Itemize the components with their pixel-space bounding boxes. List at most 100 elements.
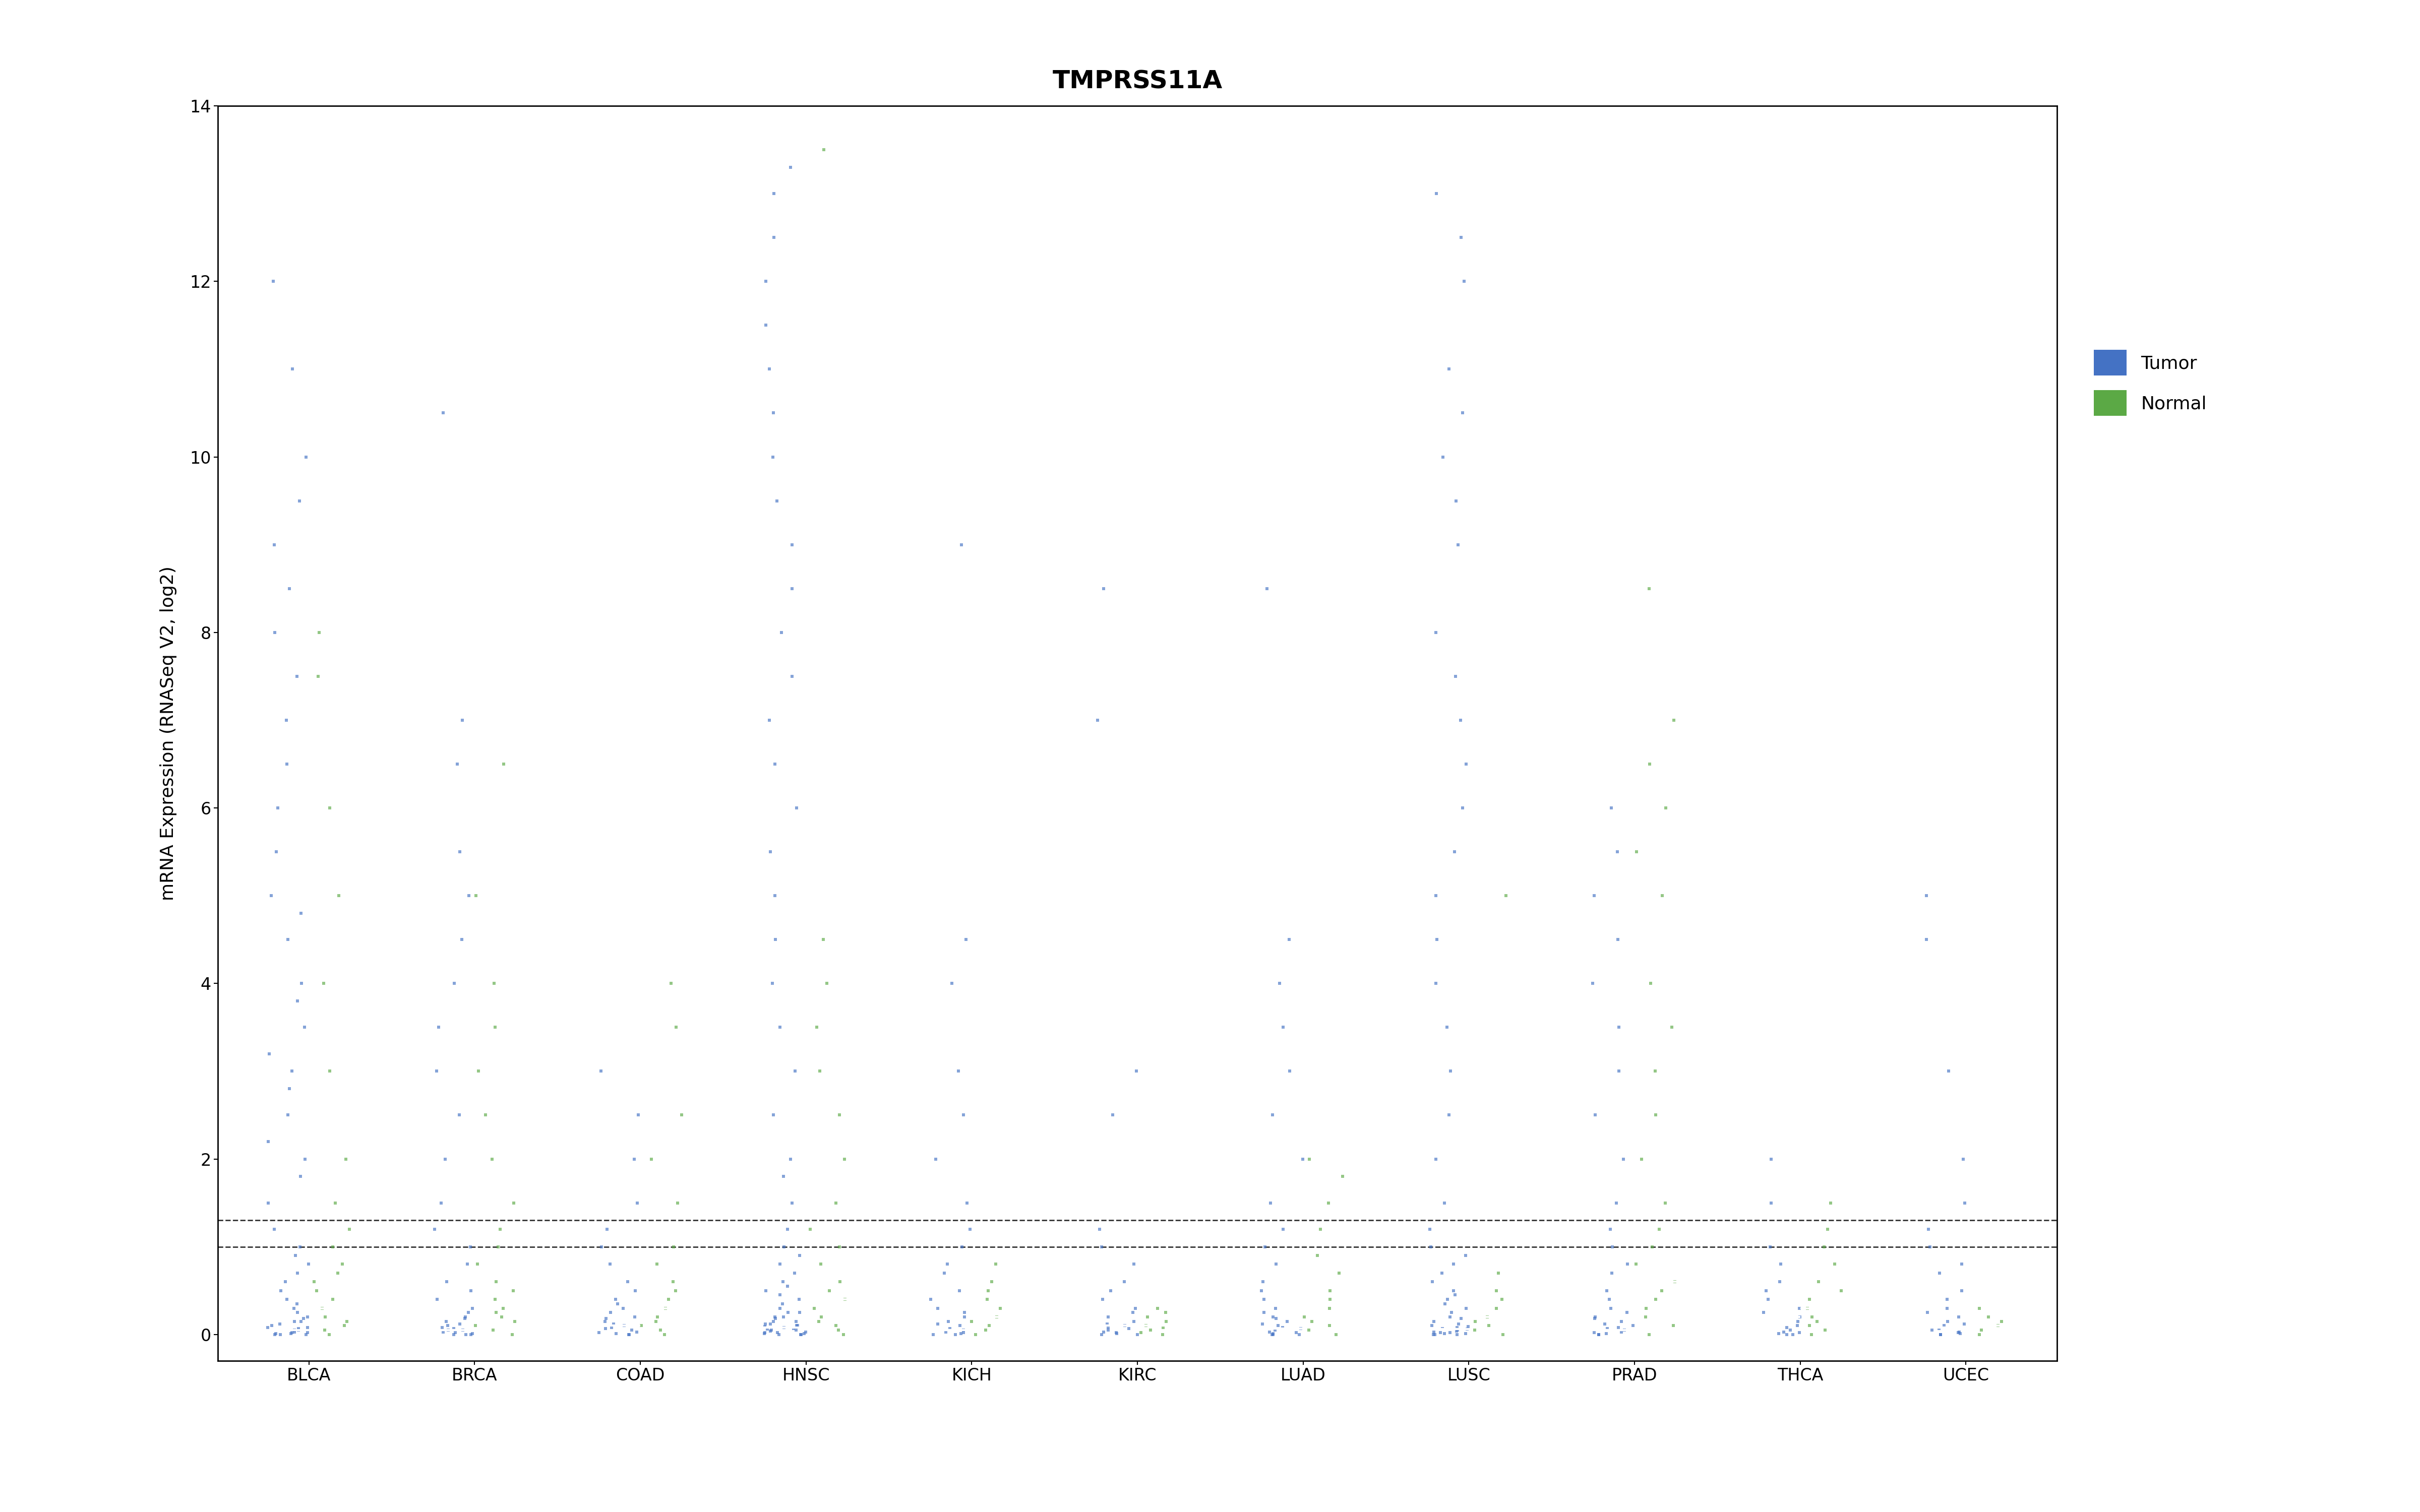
Point [1791, 1314, 1830, 1338]
Point [428, 1270, 467, 1294]
Point [593, 1315, 632, 1340]
Point [956, 1323, 995, 1347]
Point [755, 1309, 794, 1334]
Point [455, 1314, 494, 1338]
Point [590, 1300, 629, 1325]
Point [278, 1261, 317, 1285]
Point [1145, 1315, 1183, 1340]
Point [1946, 1312, 1984, 1337]
Point [453, 1296, 491, 1320]
Point [586, 1309, 624, 1334]
Point [803, 138, 842, 162]
Point [259, 795, 298, 820]
Point [770, 1217, 808, 1241]
Point [615, 1148, 653, 1172]
Point [266, 1270, 305, 1294]
Point [1960, 1323, 1999, 1347]
Point [1447, 1296, 1486, 1320]
Point [479, 1235, 518, 1259]
Point [424, 1320, 462, 1344]
Point [1437, 488, 1476, 513]
Point [1479, 1261, 1517, 1285]
Point [588, 1217, 627, 1241]
Point [912, 1287, 951, 1311]
Point [1113, 1309, 1152, 1334]
Point [1309, 1314, 1348, 1338]
Point [1929, 1058, 1967, 1083]
Point [440, 839, 479, 863]
Point [1588, 1279, 1626, 1303]
Point [1791, 1323, 1830, 1347]
Point [1636, 1102, 1675, 1126]
Point [1089, 1318, 1128, 1343]
Point [639, 1252, 678, 1276]
Point [271, 1321, 310, 1346]
Point [266, 708, 305, 732]
Point [1283, 1317, 1321, 1341]
Point [1254, 1323, 1292, 1347]
Point [257, 1321, 295, 1346]
Point [820, 1318, 859, 1343]
Point [1469, 1305, 1508, 1329]
Point [1641, 1217, 1679, 1241]
Point [1600, 1015, 1638, 1039]
Point [445, 1306, 484, 1331]
Point [257, 1323, 295, 1347]
Point [951, 1217, 990, 1241]
Point [1592, 1235, 1631, 1259]
Point [772, 576, 811, 600]
Point [755, 1306, 794, 1331]
Point [1614, 1314, 1653, 1338]
Point [1575, 1320, 1614, 1344]
Point [1258, 1314, 1297, 1338]
Point [1929, 1287, 1967, 1311]
Point [1079, 1217, 1118, 1241]
Point [249, 1129, 288, 1154]
Point [1653, 1015, 1692, 1039]
Point [1798, 1270, 1837, 1294]
Point [1759, 1321, 1798, 1346]
Point [1793, 1305, 1832, 1329]
Point [295, 1270, 334, 1294]
Point [811, 1279, 849, 1303]
Point [1442, 401, 1481, 425]
Point [920, 1312, 958, 1337]
Point [1241, 1279, 1280, 1303]
Point [1428, 1287, 1467, 1311]
Point [1319, 1261, 1358, 1285]
Point [1626, 1305, 1665, 1329]
Point [305, 1305, 344, 1329]
Point [753, 1318, 791, 1343]
Point [1580, 1323, 1619, 1347]
Point [416, 1058, 455, 1083]
Point [496, 1309, 535, 1334]
Point [750, 357, 789, 381]
Point [1423, 1261, 1462, 1285]
Point [1316, 1323, 1355, 1347]
Point [1413, 1320, 1452, 1344]
Point [1430, 1320, 1469, 1344]
Point [419, 1015, 457, 1039]
Point [755, 883, 794, 907]
Point [1285, 1305, 1324, 1329]
Point [765, 1315, 803, 1340]
Point [1486, 883, 1525, 907]
Point [305, 971, 344, 995]
Point [482, 1305, 520, 1329]
Point [1423, 445, 1462, 469]
Point [1244, 1300, 1283, 1325]
Point [1418, 927, 1457, 951]
Point [1118, 1058, 1157, 1083]
Point [1447, 1243, 1486, 1267]
Point [745, 1321, 784, 1346]
Point [254, 1217, 293, 1241]
Point [1440, 708, 1479, 732]
Point [1982, 1309, 2021, 1334]
Point [453, 1321, 491, 1346]
Point [823, 1323, 862, 1347]
Point [772, 532, 811, 556]
Point [1943, 1279, 1982, 1303]
Point [917, 1148, 956, 1172]
Point [1106, 1314, 1145, 1338]
Point [1629, 576, 1667, 600]
